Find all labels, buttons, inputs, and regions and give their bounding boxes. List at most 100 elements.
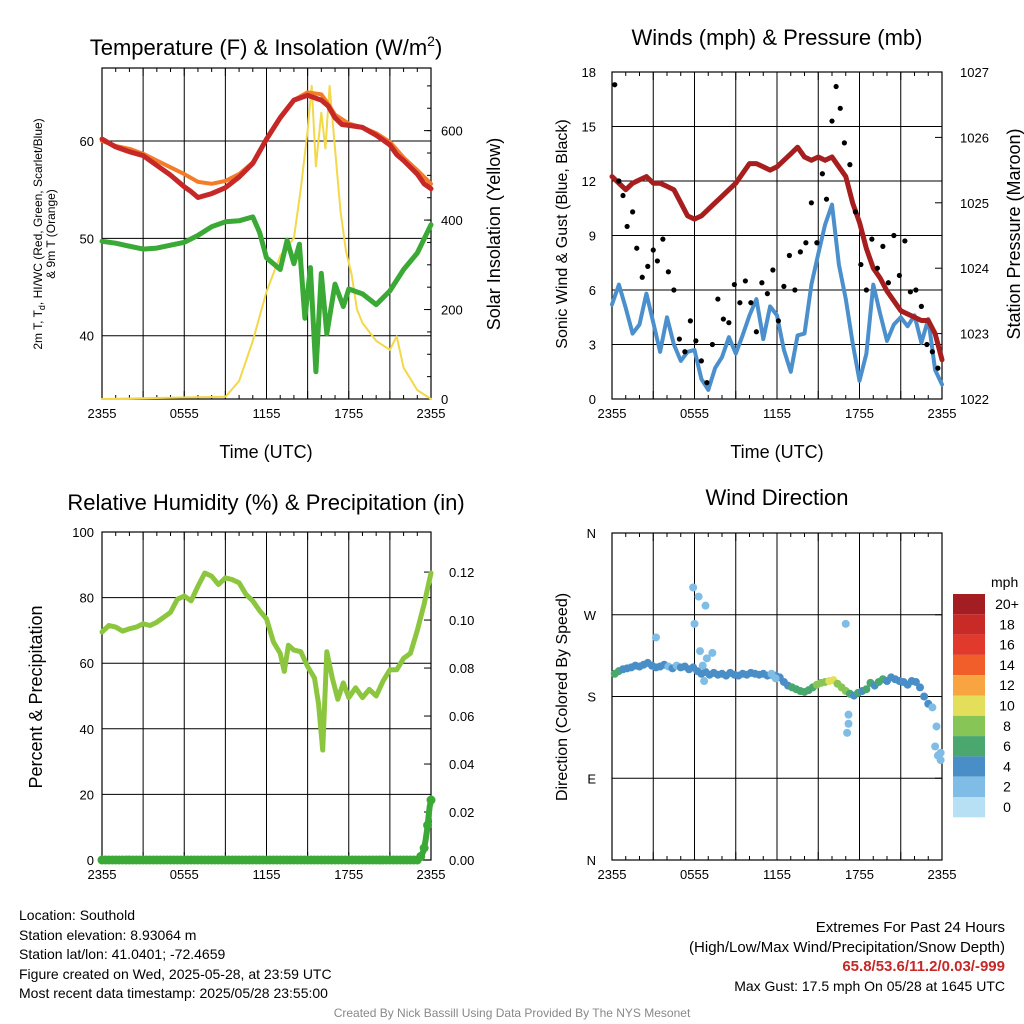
gust-point [704, 380, 710, 386]
y2-tick-label: 0.06 [449, 709, 474, 724]
gust-point [808, 200, 814, 206]
chart-title: Temperature (F) & Insolation (W/m2) [90, 33, 443, 60]
direction-point [936, 756, 945, 765]
gust-point [715, 296, 721, 302]
y-tick-label: N [587, 526, 596, 541]
gust-point [671, 287, 677, 293]
gust-point [720, 316, 726, 322]
legend-label: 10 [999, 698, 1015, 714]
gust-point [874, 265, 880, 271]
legend-swatch [953, 695, 985, 716]
gust-point [792, 287, 798, 293]
humidity-frame: 2355 0555 1155 1755 23550204060801000.000.02… [26, 490, 474, 882]
x-tick-label: 1155 [253, 406, 281, 421]
gust-point [709, 341, 715, 348]
legend-label: 4 [1003, 758, 1011, 774]
y-axis-label-part: 2m T, T [31, 309, 45, 349]
y-tick-label: S [587, 690, 596, 705]
gust-point [742, 278, 748, 284]
winds-frame: 2355 0555 1155 1755 235503691215181022102310… [554, 25, 1024, 462]
legend-label: 14 [999, 657, 1015, 673]
y-tick-label: E [587, 771, 596, 786]
chart-title-sup: 2 [427, 33, 435, 49]
gust-point [748, 300, 754, 306]
gust-point [929, 349, 935, 355]
legend-swatch [953, 756, 985, 777]
extremes-subtitle: (High/Low/Max Wind/Precipitation/Snow De… [689, 938, 1005, 956]
direction-point [911, 677, 920, 686]
gust-point [616, 178, 622, 184]
gust-point [693, 338, 699, 344]
y-axis-label: 2m T, Td, HI/WC (Red, Green, Scarlet/Blu… [31, 118, 58, 349]
legend-label: 18 [999, 616, 1015, 632]
x-tick-label: 1155 [253, 867, 281, 882]
gust-point [770, 267, 776, 273]
gust-point [654, 258, 660, 264]
y2-tick-label: 0.12 [449, 565, 474, 580]
gust-point [913, 287, 919, 293]
direction-point [844, 719, 853, 728]
direction-point [932, 722, 941, 731]
humidity-series-lightgreen [99, 570, 434, 753]
gust-point [847, 162, 853, 168]
legend-label: 16 [999, 637, 1015, 653]
direction-point [708, 648, 717, 657]
y2-tick-label: 200 [441, 303, 463, 318]
x-tick-label: 0555 [680, 406, 709, 421]
legend-label: 12 [999, 677, 1015, 693]
x-tick-label: 2355 [88, 867, 117, 882]
y-tick-label: W [584, 608, 597, 623]
gust-point [682, 349, 688, 355]
y-tick-label: 3 [589, 338, 596, 353]
gust-point [829, 118, 835, 124]
gust-point [687, 318, 693, 324]
gust-point [869, 236, 875, 242]
gust-point [907, 289, 913, 295]
x-tick-label: 2355 [928, 867, 957, 882]
y-tick-label: 40 [80, 329, 94, 344]
gust-point [935, 365, 941, 371]
gust-point [837, 105, 843, 111]
y-tick-label: 9 [589, 229, 596, 244]
dewpoint-series-green [99, 214, 434, 375]
y-axis-label: Sonic Wind & Gust (Blue, Black) [554, 119, 571, 348]
x-tick-label: 1755 [334, 867, 363, 882]
legend-label: 20+ [995, 596, 1019, 612]
y-tick-label: 20 [80, 787, 94, 802]
created-text: Figure created on Wed, 2025-05-28, at 23… [19, 965, 332, 982]
extremes-title: Extremes For Past 24 Hours [815, 919, 1005, 936]
insolation-series-yellow [101, 84, 432, 400]
y-tick-label: 80 [80, 591, 94, 606]
gust-point [665, 269, 671, 275]
chart-title: Wind Direction [705, 485, 848, 510]
y-axis-label-part: & 9m T (Orange) [44, 189, 58, 279]
direction-point [931, 742, 940, 751]
gust-point [726, 320, 732, 326]
direction-point [689, 583, 698, 592]
station-info: Location: Southold Station elevation: 8.… [19, 906, 332, 1004]
direction-point [920, 692, 929, 701]
legend-label: 6 [1003, 738, 1011, 754]
location-text: Location: Southold [19, 907, 135, 923]
x-tick-label: 2355 [417, 867, 446, 882]
gust-point [781, 283, 787, 289]
gust-point [645, 263, 651, 269]
y2-tick-label: 1025 [960, 196, 989, 211]
gust-point [634, 245, 640, 251]
legend-swatch [953, 675, 985, 696]
extremes-panel: Extremes For Past 24 Hours (High/Low/Max… [689, 918, 1005, 996]
y2-tick-label: 600 [441, 124, 463, 139]
chart-title-main: Temperature (F) & Insolation (W/m [90, 35, 427, 60]
direction-point [700, 677, 709, 686]
gust-point [918, 303, 924, 309]
y-axis-label: Percent & Precipitation [26, 605, 46, 788]
y-tick-label: 18 [582, 65, 596, 80]
direction-point [702, 654, 711, 663]
x-axis-label: Time (UTC) [219, 442, 312, 462]
direction-point [701, 601, 710, 610]
gust-point [924, 341, 930, 348]
y2-tick-label: 0.04 [449, 757, 474, 772]
gust-point [759, 280, 765, 286]
legend-swatch [953, 736, 985, 757]
gust-point [676, 336, 682, 342]
